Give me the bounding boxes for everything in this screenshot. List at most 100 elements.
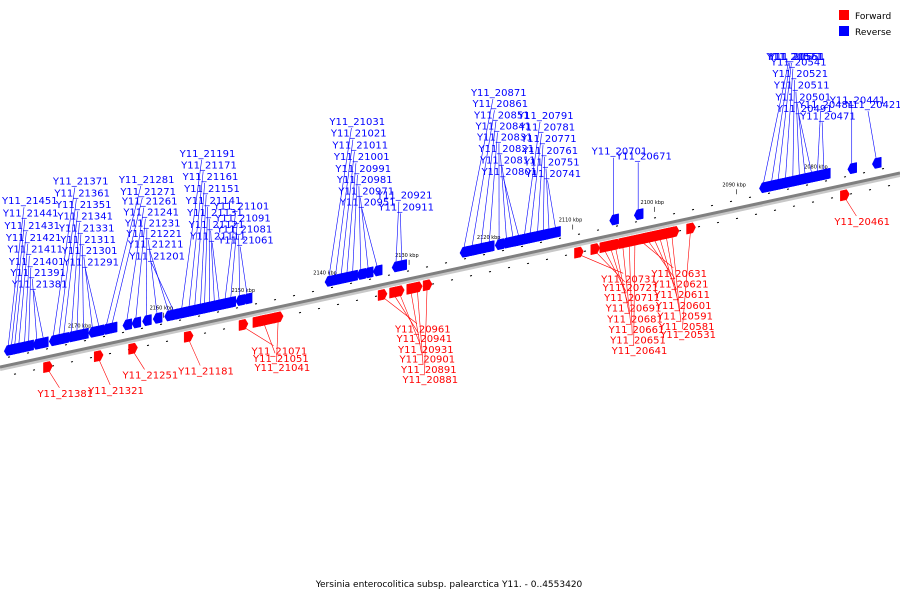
gene-label: Y11_21361 (53, 188, 110, 199)
leader-line (335, 139, 354, 276)
gene-y11_20991 (348, 269, 358, 282)
gene-y11_21081 (235, 294, 245, 307)
leader-line (360, 197, 369, 269)
scale-tick-label: 2150 kbp (231, 288, 255, 294)
gene-label: Y11_20731 (600, 274, 657, 285)
leader-line (798, 114, 812, 174)
leader-line (33, 290, 44, 339)
leader-line (844, 196, 857, 217)
forward-gene-block (269, 312, 279, 325)
gene-label: Y11_20711 (603, 293, 660, 304)
reverse-gene-block (781, 176, 791, 189)
gene-label: Y11_20491 (776, 104, 833, 115)
leader-line (242, 326, 274, 346)
gene-label: Y11_21281 (118, 175, 175, 186)
gene-y11_20981 (356, 267, 367, 280)
gene-label: Y11_20811 (479, 155, 536, 166)
leader-line (210, 230, 215, 302)
gene-y11_20971 (363, 266, 374, 279)
gene-label: Y11_21111 (189, 232, 246, 243)
leader-line (18, 243, 29, 344)
gene-y11_20731 (574, 246, 584, 259)
gene-label: Y11_21351 (55, 200, 112, 211)
gene-y11_20441 (847, 162, 857, 175)
gene-y11_21401 (24, 339, 34, 352)
reverse-gene-block (473, 242, 483, 255)
legend-reverse-swatch (839, 26, 849, 36)
gene-label: Y11_20861 (471, 99, 528, 110)
gene-y11_20891 (413, 281, 423, 294)
gene-label: Y11_21321 (87, 386, 144, 397)
scale-tick-label: 2080 kbp (804, 165, 828, 171)
gene-y11_21001 (342, 270, 353, 283)
reverse-gene-block (190, 303, 199, 316)
gene-y11_21021 (331, 273, 341, 286)
leader-line (410, 290, 422, 354)
gene-label: Y11_21181 (177, 366, 234, 377)
gene-y11_21371 (48, 334, 59, 347)
leader-line (424, 286, 428, 374)
gene-y11_21071 (238, 318, 249, 331)
gene-y11_21341 (66, 330, 77, 343)
gene-label: Y11_21051 (252, 354, 309, 365)
scale-tick-label: 2120 kbp (477, 235, 501, 241)
gene-label: Y11_20761 (522, 146, 579, 157)
leader-line (821, 122, 825, 171)
gene-label: Y11_20841 (474, 122, 531, 133)
gene-y11_21421 (14, 341, 25, 354)
leader-line (276, 319, 279, 363)
gene-label: Y11_21031 (328, 117, 385, 128)
legend: Forward Reverse (839, 10, 892, 38)
scale-tick-label: 2090 kbp (722, 182, 746, 188)
gene-y11_21301 (88, 325, 98, 338)
leader-line (545, 168, 550, 230)
gene-label: Y11_21081 (216, 224, 273, 235)
gene-label: Y11_20961 (394, 325, 451, 336)
gene-y11_20741 (551, 225, 561, 238)
gene-label: Y11_20671 (615, 151, 672, 162)
gene-label: Y11_20551 (768, 52, 825, 63)
gene-label: Y11_21381 (11, 280, 68, 291)
axis-line (0, 171, 900, 369)
reverse-gene-block (822, 167, 831, 180)
gene-label: Y11_20801 (480, 167, 537, 178)
leader-line (32, 279, 38, 341)
leader-line (188, 171, 204, 308)
gene-y11_21181 (183, 330, 194, 343)
gene-label: Y11_20611 (653, 290, 710, 301)
gene-label: Y11_21201 (128, 252, 185, 263)
leader-line (126, 207, 145, 321)
gene-label: Y11_21441 (2, 209, 59, 220)
leader-line (11, 219, 26, 346)
leader-line (682, 230, 691, 330)
gene-label: Y11_21291 (62, 258, 119, 269)
leader-line (500, 154, 507, 239)
gene-label: Y11_20501 (774, 92, 831, 103)
gene-label: Y11_20641 (611, 346, 668, 357)
gene-y11_21291 (94, 324, 105, 337)
leader-line (480, 121, 497, 245)
gene-y11_21271 (107, 321, 118, 334)
reverse-gene-block (776, 177, 785, 190)
leader-line (135, 218, 146, 319)
leader-line (328, 128, 352, 278)
leader-line (400, 213, 403, 262)
leader-line (398, 292, 421, 345)
gene-y11_20821 (502, 236, 512, 249)
gene-label: Y11_20941 (396, 334, 453, 345)
gene-y11_20701 (609, 213, 619, 226)
leader-line (867, 111, 877, 160)
leader-line (187, 338, 201, 366)
leader-line (603, 248, 627, 292)
gene-label: Y11_21091 (214, 213, 271, 224)
reverse-gene-block (516, 233, 526, 246)
reverse-gene-block (539, 228, 549, 241)
scale-tick-label: 2110 kbp (559, 218, 583, 224)
gene-y11_20461 (840, 189, 850, 202)
gene-label: Y11_21271 (119, 187, 176, 198)
gene-label: Y11_21251 (122, 370, 179, 381)
gene-label: Y11_21311 (59, 235, 116, 246)
gene-label: Y11_21401 (8, 257, 65, 268)
gene-label: Y11_21411 (6, 245, 63, 256)
leader-line (106, 186, 142, 326)
